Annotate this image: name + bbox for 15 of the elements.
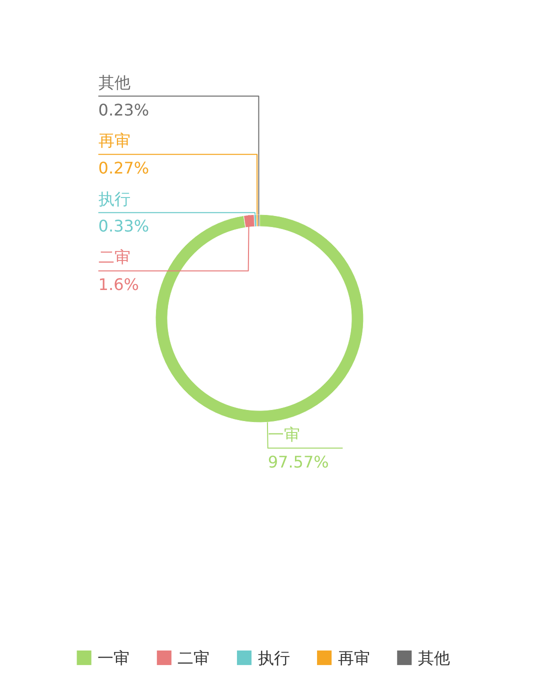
data-label: 97.57% (268, 452, 329, 472)
slice-label: 执行 (98, 189, 130, 208)
legend-label: 其他 (418, 648, 450, 668)
slice-label: 其他 (98, 72, 130, 92)
data-label: 0.23% (98, 100, 150, 120)
legend-label: 再审 (338, 648, 370, 668)
legend-label: 二审 (178, 648, 210, 668)
data-label: 0.27% (98, 158, 150, 178)
slice-label: 再审 (98, 131, 130, 150)
data-label: 0.33% (98, 216, 150, 236)
legend-label: 执行 (258, 648, 290, 668)
slice-label: 二审 (98, 248, 130, 267)
slice-label: 一审 (268, 424, 300, 444)
legend-label: 一审 (98, 648, 130, 668)
data-label: 1.6% (98, 274, 139, 294)
